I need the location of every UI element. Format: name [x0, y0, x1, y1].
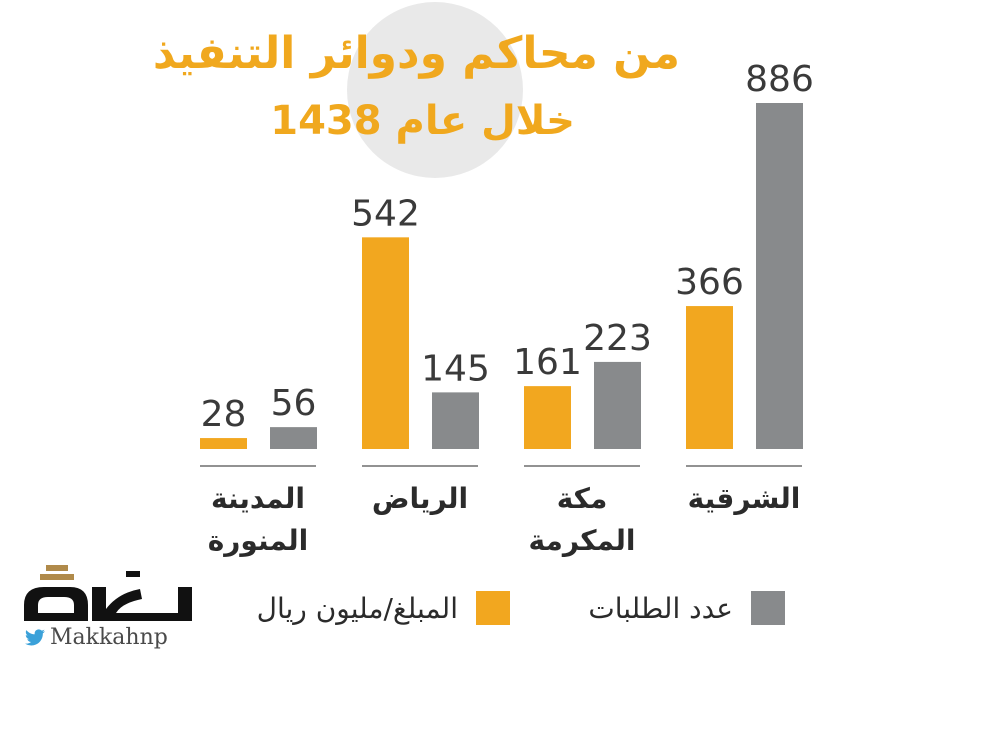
logo-handle-text: Makkahnp	[50, 625, 168, 650]
category-label-3-0: الشرقية	[688, 482, 801, 515]
category-label-1-0: الرياض	[372, 482, 468, 515]
bar-value-count-3: 886	[745, 59, 814, 100]
makkah-logo: Makkahnp	[18, 565, 193, 660]
bar-value-count-0: 56	[271, 383, 317, 424]
legend-swatch-amount	[476, 591, 510, 625]
category-label-2-1: المكرمة	[529, 524, 636, 557]
bar-count-3	[756, 103, 803, 449]
bar-count-0	[270, 427, 317, 449]
legend-swatch-count	[751, 591, 785, 625]
bar-value-amount-2: 161	[513, 342, 582, 383]
bar-amount-3	[686, 306, 733, 449]
bar-count-2	[594, 361, 641, 449]
category-label-0-0: المدينة	[211, 482, 305, 515]
chart-title: من محاكم ودوائر التنفيذ	[152, 28, 680, 79]
chart-subtitle: خلال عام 1438	[270, 98, 575, 144]
bar-value-count-2: 223	[583, 318, 652, 359]
bar-value-amount-3: 366	[675, 262, 744, 303]
twitter-icon	[25, 628, 45, 645]
bar-amount-1	[362, 237, 409, 449]
logo-handle: Makkahnp	[24, 625, 168, 650]
bar-count-1	[432, 392, 479, 449]
bar-amount-0	[200, 438, 247, 449]
bar-value-count-1: 145	[421, 348, 490, 389]
category-label-0-1: المنورة	[208, 524, 309, 557]
category-label-2-0: مكة	[557, 482, 608, 515]
makkah-logo-mark	[24, 565, 192, 621]
legend-label-amount: المبلغ/مليون ريال	[256, 591, 458, 625]
legend-item-amount: المبلغ/مليون ريال	[257, 588, 510, 628]
bar-value-amount-0: 28	[201, 394, 247, 435]
legend-item-count: عدد الطلبات	[588, 588, 785, 628]
bar-amount-2	[524, 386, 571, 449]
title-background-circle	[347, 2, 523, 178]
bar-value-amount-1: 542	[351, 193, 420, 234]
legend-label-count: عدد الطلبات	[588, 591, 733, 625]
